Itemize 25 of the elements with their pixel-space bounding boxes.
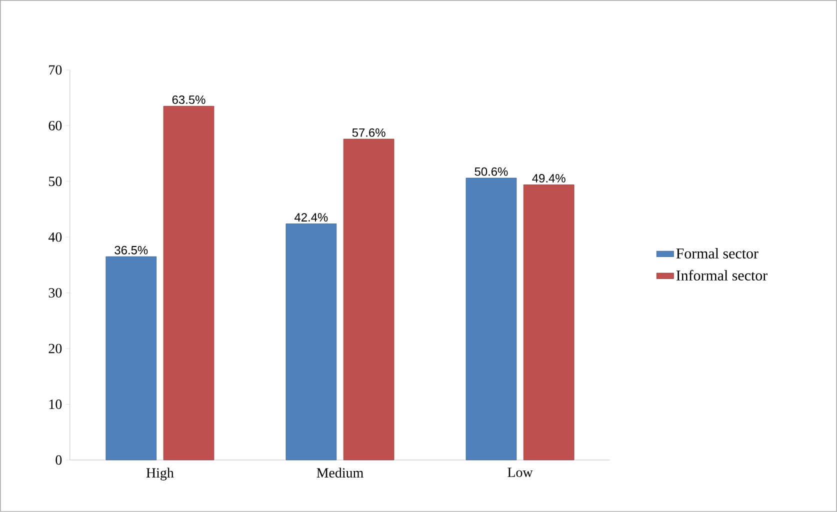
- bar: [343, 138, 394, 460]
- x-tick-label: High: [146, 468, 174, 481]
- data-label: 57.6%: [352, 128, 386, 137]
- y-tick-label: 70: [49, 65, 62, 75]
- y-tick-label: 0: [56, 455, 62, 465]
- data-label: 36.5%: [114, 246, 148, 254]
- bar: [523, 184, 574, 460]
- bar: [163, 106, 214, 460]
- bar: [286, 224, 337, 460]
- data-label: 49.4%: [532, 174, 566, 183]
- y-tick-label: 10: [49, 400, 62, 410]
- bar: [106, 256, 157, 460]
- x-tick-label: Medium: [316, 468, 364, 478]
- data-label: 42.4%: [294, 213, 328, 222]
- legend-label: Formal sector: [676, 248, 758, 259]
- legend-label: Informal sector: [676, 270, 768, 281]
- y-tick-label: 50: [49, 176, 62, 186]
- y-tick-label: 60: [48, 120, 62, 130]
- y-tick-label: 20: [48, 344, 62, 354]
- bar: [466, 178, 517, 460]
- x-tick-label: Low: [508, 468, 533, 478]
- y-tick-label: 30: [48, 288, 62, 298]
- y-tick-label: 40: [48, 232, 62, 242]
- data-label: 63.5%: [172, 96, 206, 104]
- data-label: 50.6%: [474, 167, 508, 176]
